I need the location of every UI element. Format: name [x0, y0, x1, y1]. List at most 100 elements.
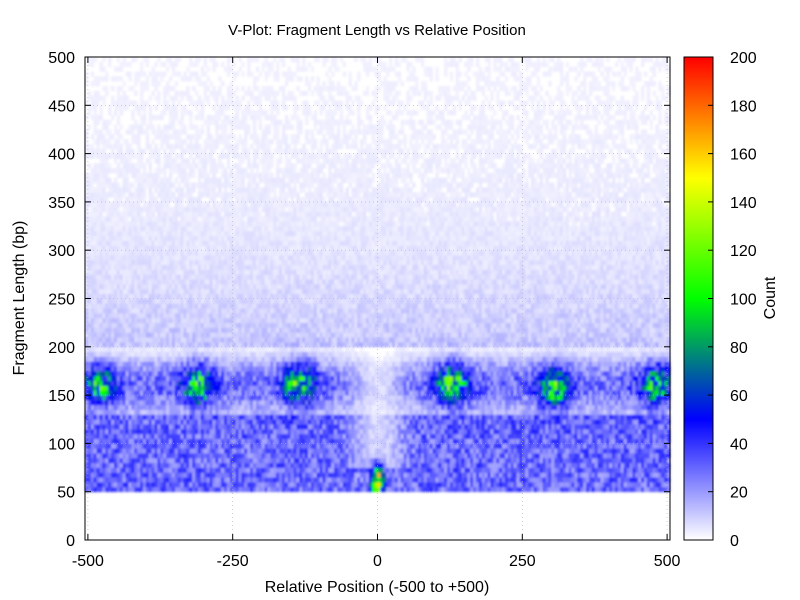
heatmap-cell	[168, 433, 173, 439]
heatmap-cell	[331, 404, 335, 410]
heatmap-cell	[586, 395, 590, 401]
heatmap-cell	[154, 472, 158, 478]
heatmap-cell	[473, 395, 477, 401]
heatmap-cell	[649, 414, 654, 420]
heatmap-cell	[192, 462, 196, 468]
heatmap-cell	[664, 477, 668, 483]
heatmap-cell	[354, 453, 358, 459]
heatmap-cell	[212, 448, 216, 454]
heatmap-cell	[287, 414, 292, 420]
heatmap-cell	[380, 370, 384, 377]
heatmap-cell	[325, 395, 329, 401]
heatmap-cell	[594, 385, 598, 391]
heatmap-cell	[380, 375, 384, 382]
heatmap-cell	[452, 380, 457, 386]
heatmap-cell	[108, 375, 112, 382]
heatmap-cell	[429, 399, 433, 406]
heatmap-cell	[571, 443, 575, 449]
heatmap-cell	[617, 462, 622, 468]
heatmap-cell	[609, 419, 613, 425]
heatmap-cell	[525, 375, 529, 382]
heatmap-cell	[279, 486, 283, 493]
heatmap-cell	[157, 370, 161, 377]
heatmap-cell	[279, 428, 283, 435]
heatmap-cell	[160, 428, 164, 435]
heatmap-cell	[334, 370, 338, 377]
heatmap-cell	[406, 375, 410, 382]
heatmap-cell	[438, 438, 442, 444]
heatmap-cell	[145, 419, 150, 425]
heatmap-cell	[510, 419, 515, 425]
heatmap-cell	[160, 409, 164, 415]
heatmap-cell	[203, 380, 208, 386]
heatmap-cell	[539, 477, 543, 483]
heatmap-cell	[186, 443, 190, 449]
heatmap-cell	[258, 462, 263, 468]
heatmap-cell	[568, 443, 572, 449]
heatmap-cell	[629, 428, 633, 435]
heatmap-cell	[351, 385, 355, 391]
heatmap-cell	[658, 390, 662, 396]
heatmap-cell	[458, 486, 462, 493]
heatmap-cell	[632, 443, 636, 449]
heatmap-cell	[212, 375, 216, 382]
heatmap-cell	[420, 443, 425, 449]
heatmap-cell	[490, 404, 494, 410]
heatmap-cell	[545, 404, 549, 410]
heatmap-cell	[609, 472, 613, 478]
heatmap-cell	[235, 472, 239, 478]
heatmap-cell	[299, 370, 303, 377]
heatmap-cell	[174, 482, 179, 488]
heatmap-cell	[554, 404, 558, 410]
heatmap-cell	[339, 428, 344, 435]
heatmap-cell	[649, 448, 654, 454]
heatmap-cell	[102, 409, 106, 415]
heatmap-cell	[209, 482, 213, 488]
heatmap-cell	[548, 477, 552, 483]
heatmap-cell	[516, 482, 520, 488]
heatmap-cell	[140, 424, 144, 430]
heatmap-cell	[528, 395, 532, 401]
heatmap-cell	[224, 443, 228, 449]
heatmap-cell	[452, 467, 457, 473]
heatmap-cell	[580, 399, 584, 406]
heatmap-cell	[183, 409, 187, 415]
heatmap-cell	[160, 375, 164, 382]
heatmap-cell	[603, 457, 607, 464]
heatmap-cell	[464, 462, 468, 468]
heatmap-cell	[597, 385, 601, 391]
heatmap-cell	[365, 404, 370, 410]
heatmap-cell	[519, 419, 523, 425]
heatmap-cell	[128, 433, 132, 439]
heatmap-cell	[334, 467, 338, 473]
heatmap-cell	[284, 395, 289, 401]
heatmap-cell	[562, 390, 567, 396]
heatmap-cell	[212, 462, 216, 468]
heatmap-cell	[484, 472, 488, 478]
heatmap-cell	[351, 443, 355, 449]
heatmap-cell	[189, 380, 193, 386]
heatmap-cell	[533, 424, 538, 430]
heatmap-cell	[551, 472, 555, 478]
heatmap-cell	[423, 409, 428, 415]
heatmap-cell	[493, 448, 497, 454]
heatmap-cell	[452, 486, 457, 493]
heatmap-cell	[189, 414, 193, 420]
heatmap-cell	[160, 385, 164, 391]
heatmap-cell	[96, 399, 100, 406]
heatmap-cell	[305, 370, 309, 377]
heatmap-cell	[203, 404, 208, 410]
heatmap-cell	[646, 482, 651, 488]
heatmap-cell	[310, 390, 315, 396]
heatmap-cell	[235, 448, 239, 454]
heatmap-cell	[377, 433, 381, 439]
heatmap-cell	[473, 467, 477, 473]
heatmap-cell	[287, 424, 292, 430]
heatmap-cell	[597, 448, 601, 454]
heatmap-cell	[528, 424, 532, 430]
heatmap-cell	[183, 419, 187, 425]
heatmap-cell	[609, 443, 613, 449]
heatmap-cell	[345, 395, 349, 401]
heatmap-cell	[368, 419, 373, 425]
